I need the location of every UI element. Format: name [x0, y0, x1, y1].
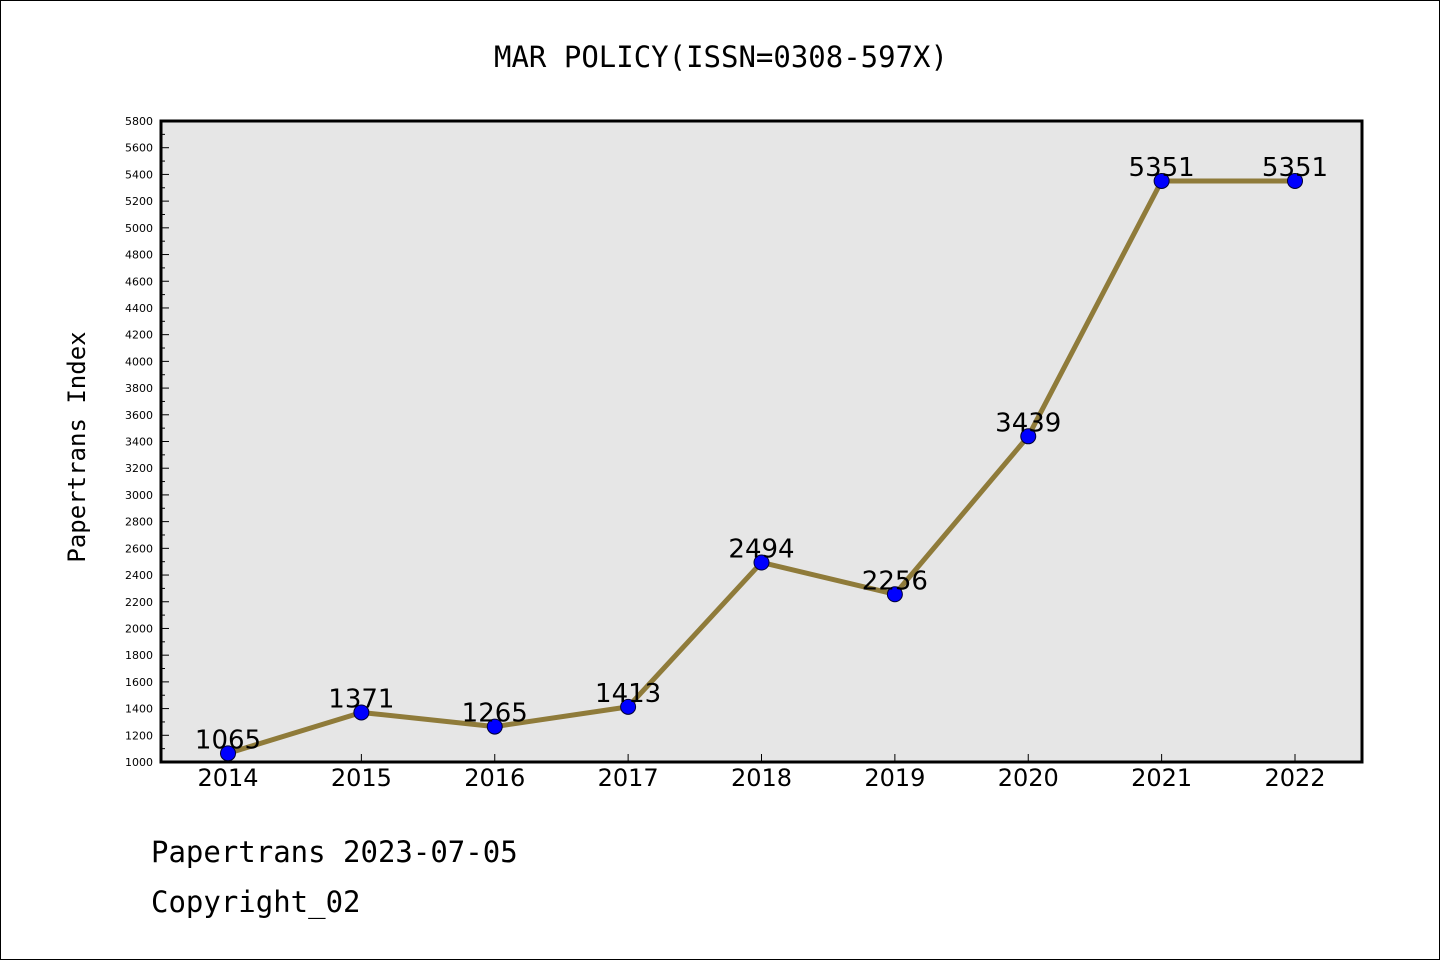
data-label: 1413 [595, 679, 661, 709]
data-point [1287, 172, 1303, 189]
y-tick-label: 2800 [125, 516, 153, 529]
x-tick-label: 2017 [598, 764, 659, 792]
data-label: 5351 [1129, 153, 1195, 183]
y-axis-label: Papertrans Index [63, 331, 91, 562]
y-tick-label: 4400 [125, 302, 153, 315]
y-tick-label: 4000 [125, 355, 153, 368]
x-tick-label: 2016 [464, 764, 525, 792]
plot-area [161, 121, 1362, 762]
y-tick-label: 1600 [125, 676, 153, 689]
y-tick-label: 1400 [125, 703, 153, 716]
data-point [620, 698, 637, 715]
y-tick-label: 3400 [125, 436, 153, 449]
data-labels: 1065 1371 1265 1413 2494 2256 3439 5351 5351 [195, 153, 1328, 755]
x-tick-label: 2015 [331, 764, 392, 792]
x-axis-ticks: 2014 2015 2016 2017 2018 2019 2020 2021 2022 [197, 754, 1326, 792]
data-label: 1065 [195, 725, 261, 755]
x-tick-label: 2020 [998, 764, 1059, 792]
y-tick-label: 3600 [125, 409, 153, 422]
data-point [353, 704, 370, 721]
x-tick-label: 2021 [1131, 764, 1192, 792]
data-label: 1371 [328, 684, 394, 714]
chart-title: MAR POLICY(ISSN=0308-597X) [494, 40, 948, 74]
footer-date: Papertrans 2023-07-05 [151, 835, 518, 869]
y-tick-label: 5400 [125, 168, 153, 181]
plot-border [159, 119, 1364, 764]
y-tick-label: 2400 [125, 569, 153, 582]
y-tick-label: 3200 [125, 462, 153, 475]
y-tick-label: 5600 [125, 142, 153, 155]
data-point [486, 718, 503, 735]
y-tick-label: 4800 [125, 249, 153, 262]
x-tick-label: 2018 [731, 764, 792, 792]
footer-copyright: Copyright_02 [151, 885, 361, 919]
y-tick-label: 1000 [125, 756, 153, 769]
y-tick-label: 3800 [125, 382, 153, 395]
y-tick-label: 4200 [125, 329, 153, 342]
y-tick-label: 3000 [125, 489, 153, 502]
x-tick-label: 2014 [197, 764, 258, 792]
x-tick-label: 2022 [1264, 764, 1325, 792]
x-tick-label: 2019 [864, 764, 925, 792]
y-tick-label: 4600 [125, 275, 153, 288]
data-label: 3439 [995, 408, 1061, 438]
y-tick-label: 1800 [125, 649, 153, 662]
data-points [220, 172, 1303, 762]
data-label: 5351 [1262, 153, 1328, 183]
data-label: 2494 [728, 534, 794, 564]
y-tick-label: 5200 [125, 195, 153, 208]
data-point [753, 554, 770, 571]
y-tick-label: 5000 [125, 222, 153, 235]
data-point [1020, 428, 1037, 445]
y-tick-label: 2600 [125, 542, 153, 555]
data-label: 1265 [462, 699, 528, 729]
y-tick-label: 2200 [125, 596, 153, 609]
y-tick-label: 1200 [125, 729, 153, 742]
data-point [886, 586, 903, 603]
y-tick-label: 5800 [125, 115, 153, 128]
y-axis-ticks: 1000 1200 1400 1600 1800 2000 2200 2400 2600 2800… [125, 115, 169, 769]
data-point [1153, 172, 1170, 189]
y-tick-label: 2000 [125, 622, 153, 635]
data-label: 2256 [862, 566, 928, 596]
